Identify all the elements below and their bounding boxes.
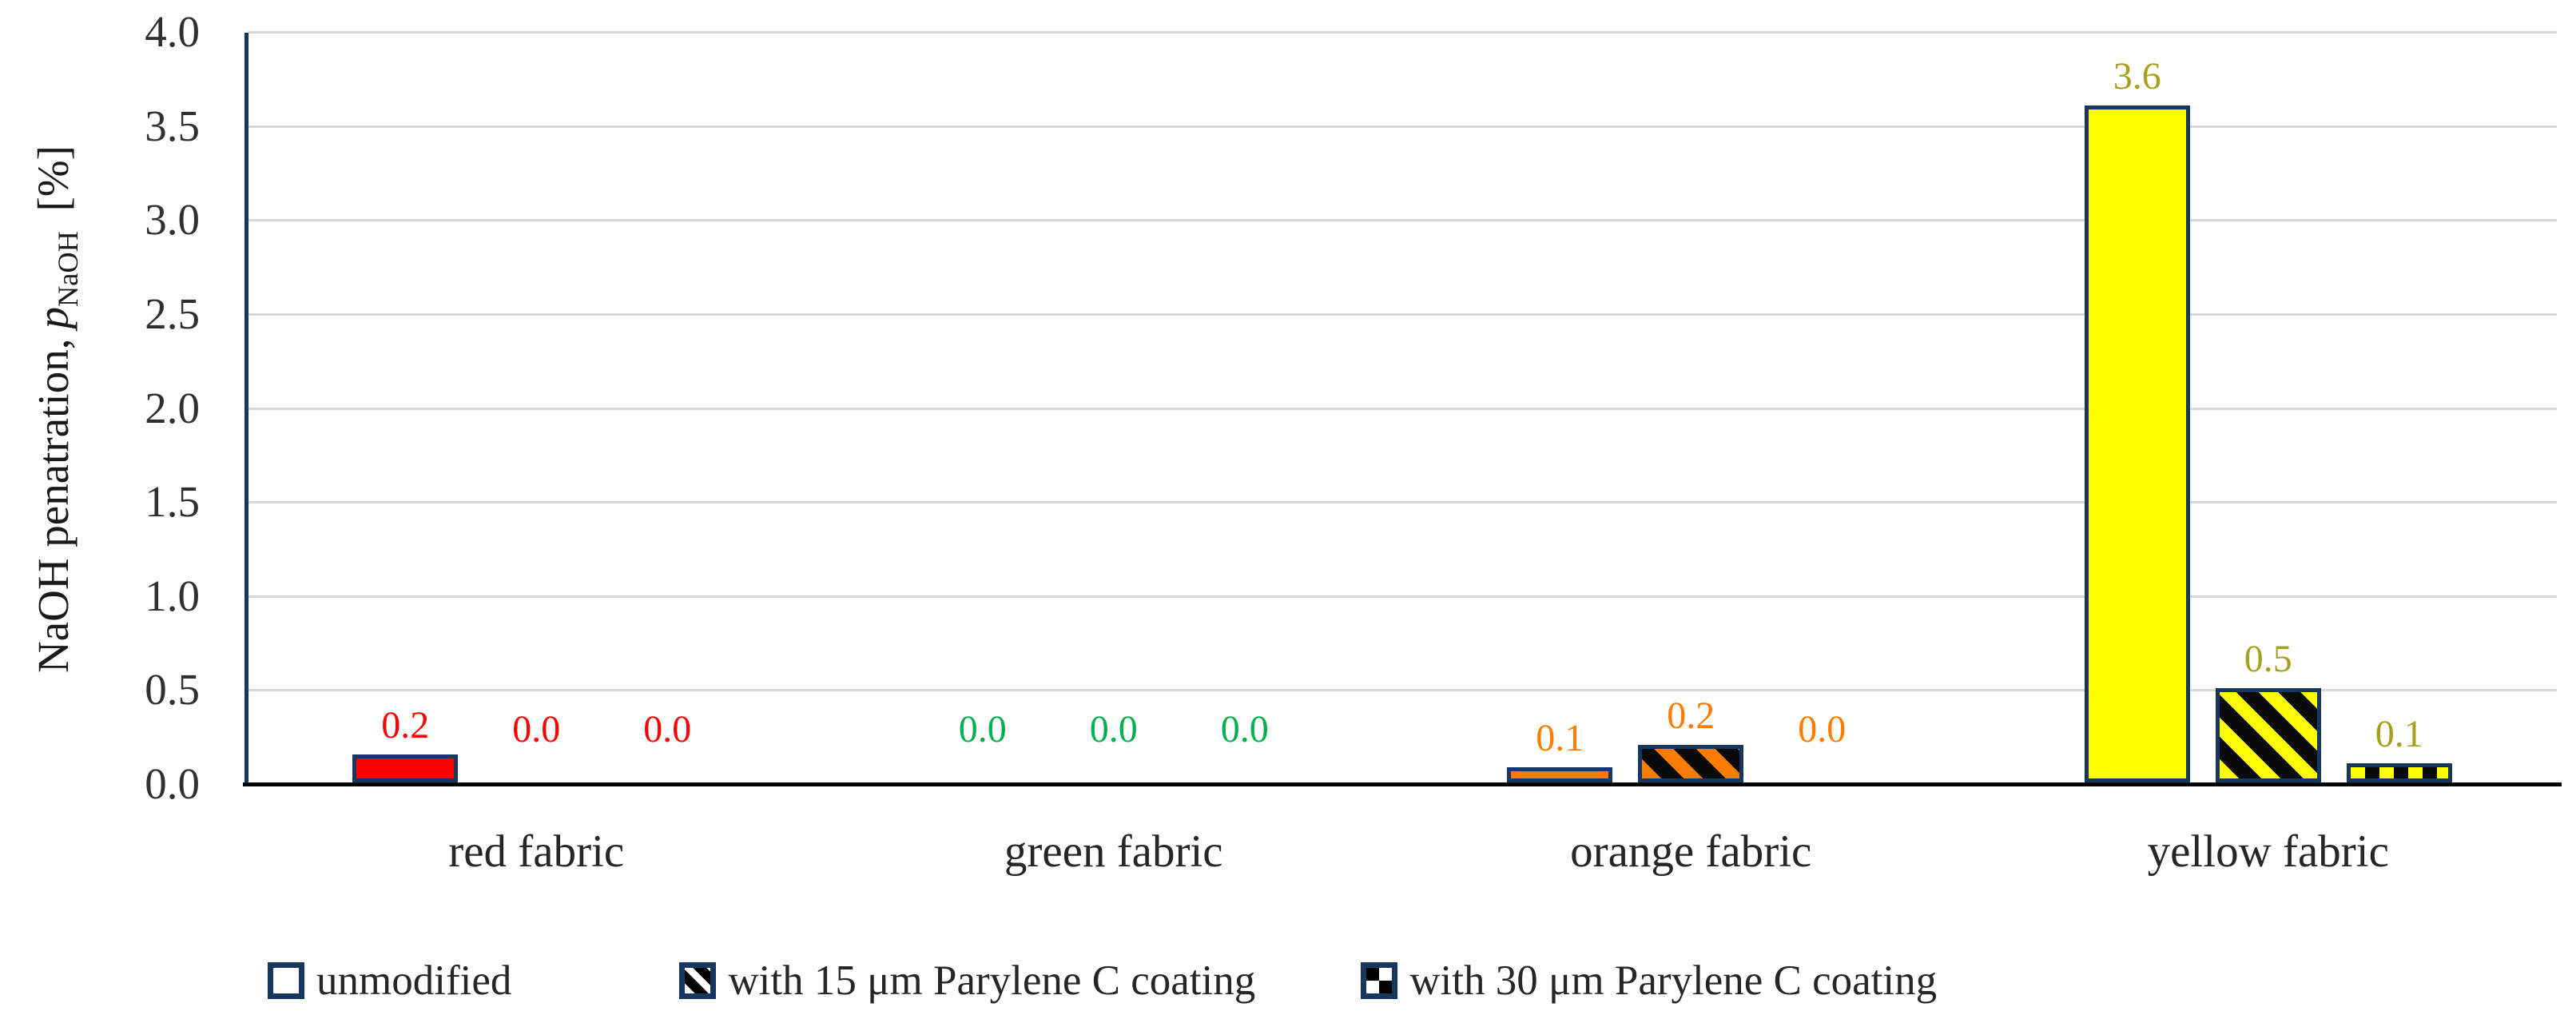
bar-hatch xyxy=(2215,688,2321,782)
y-tick-label: 3.0 xyxy=(145,195,200,245)
bar-checker xyxy=(2346,763,2452,782)
bar-solid xyxy=(2084,105,2190,782)
gridline xyxy=(248,312,2557,316)
bar-slot: 0.5 xyxy=(2215,638,2321,782)
x-axis-labels: red fabric green fabric orange fabric yello… xyxy=(248,825,2557,879)
bar-slot: 0.2 xyxy=(352,704,459,782)
y-tick-label: 4.0 xyxy=(145,7,200,56)
bar-group-red-fabric: 0.2 0.0 0.0 xyxy=(248,33,825,782)
legend-swatch-hatch-icon xyxy=(679,962,717,999)
legend-item: unmodified xyxy=(268,957,512,1004)
bar-slot: 3.6 xyxy=(2084,55,2190,782)
value-label: 0.1 xyxy=(1536,717,1584,759)
bar-slot: 0.0 xyxy=(483,711,589,782)
value-label: 0.2 xyxy=(1667,695,1715,737)
gridline xyxy=(248,595,2557,598)
value-label: 0.5 xyxy=(2244,638,2292,680)
plot-area: 0.2 0.0 0.0 0.0 0.0 0.0 0.1 0.2 0.0 3.6 0.5 0.1 xyxy=(243,31,2562,786)
bar-solid xyxy=(352,754,459,782)
category-label: orange fabric xyxy=(1570,826,1812,877)
y-tick-label: 3.5 xyxy=(145,101,200,150)
value-label: 0.0 xyxy=(1089,708,1138,750)
legend-label: with 30 μm Parylene C coating xyxy=(1409,957,1938,1004)
value-label: 0.0 xyxy=(1798,708,1847,750)
y-tick-label: 2.0 xyxy=(145,383,200,432)
y-tick-label: 0.5 xyxy=(145,665,200,715)
y-tick-label: 1.5 xyxy=(145,477,200,527)
value-label: 0.0 xyxy=(958,708,1007,750)
bar-group-orange-fabric: 0.1 0.2 0.0 xyxy=(1402,33,1980,782)
legend-item: with 15 μm Parylene C coating xyxy=(679,957,1256,1004)
category-label: yellow fabric xyxy=(2147,826,2389,877)
bar-slot: 0.1 xyxy=(1507,717,1613,782)
y-axis-line xyxy=(244,33,248,785)
legend: unmodified with 15 μm Parylene C coating w… xyxy=(268,953,1937,1009)
category-label: red fabric xyxy=(448,826,625,877)
bar-hatch xyxy=(1638,745,1744,782)
y-tick-label: 2.5 xyxy=(145,289,200,338)
gridline xyxy=(248,407,2557,410)
value-label: 0.2 xyxy=(381,704,430,746)
value-label: 0.0 xyxy=(643,708,692,750)
legend-swatch-solid-icon xyxy=(268,962,304,999)
legend-label: unmodified xyxy=(316,957,512,1004)
gridline xyxy=(248,219,2557,222)
x-axis-line xyxy=(243,782,2562,786)
bar-slot: 0.1 xyxy=(2346,713,2452,782)
bar-groups: 0.2 0.0 0.0 0.0 0.0 0.0 0.1 0.2 0.0 3.6 0.5 0.1 xyxy=(248,33,2557,782)
y-tick-label: 0.0 xyxy=(145,759,200,808)
bar-solid xyxy=(1507,767,1613,782)
value-label: 0.1 xyxy=(2375,713,2423,755)
bar-slot: 0.0 xyxy=(930,711,1036,782)
value-label: 3.6 xyxy=(2113,55,2161,98)
gridline xyxy=(248,31,2557,34)
bar-slot: 0.0 xyxy=(614,711,720,782)
bar-slot: 0.0 xyxy=(1769,711,1874,782)
legend-label: with 15 μm Parylene C coating xyxy=(728,957,1256,1004)
legend-item: with 30 μm Parylene C coating xyxy=(1361,957,1938,1004)
gridline xyxy=(248,501,2557,504)
gridline xyxy=(248,689,2557,692)
value-label: 0.0 xyxy=(512,708,561,750)
legend-swatch-checker-icon xyxy=(1361,962,1398,999)
y-tick-label: 1.0 xyxy=(145,571,200,620)
bar-slot: 0.2 xyxy=(1638,695,1744,782)
category-label: green fabric xyxy=(1004,826,1223,877)
y-axis-tick-labels: 0.0 0.5 1.0 1.5 2.0 2.5 3.0 3.5 4.0 xyxy=(0,10,200,806)
bar-slot: 0.0 xyxy=(1192,711,1298,782)
bar-group-green-fabric: 0.0 0.0 0.0 xyxy=(825,33,1403,782)
bar-slot: 0.0 xyxy=(1061,711,1167,782)
bar-group-yellow-fabric: 3.6 0.5 0.1 xyxy=(1980,33,2558,782)
value-label: 0.0 xyxy=(1220,708,1269,750)
gridline xyxy=(248,125,2557,128)
